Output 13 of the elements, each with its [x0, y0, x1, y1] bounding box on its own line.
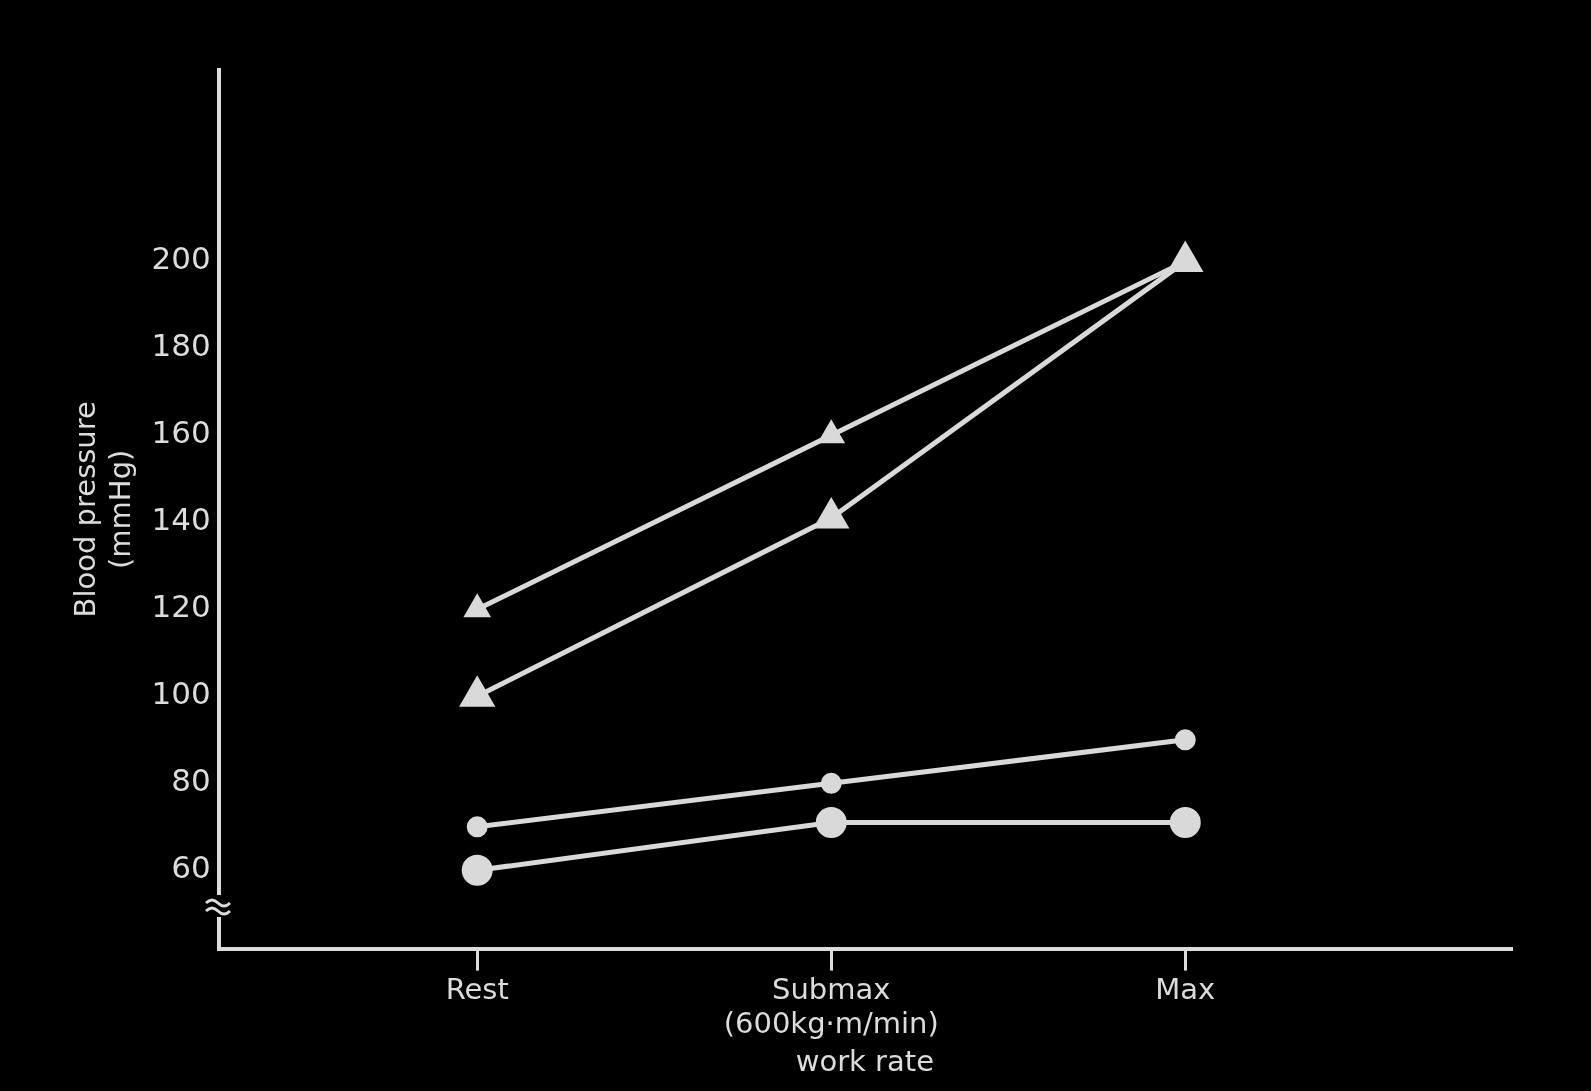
x-tick-label: Submax (600kg·m/min) [723, 971, 939, 1041]
y-tick-label: 200 [151, 240, 211, 277]
y-tick-label: 160 [151, 414, 211, 451]
x-axis-title: work rate [795, 1044, 935, 1079]
y-tick-label: 120 [151, 588, 211, 625]
x-tick-label: Max [1155, 971, 1216, 1006]
y-tick-label: 180 [151, 327, 211, 364]
y-tick-label: 140 [151, 501, 211, 538]
y-tick-label: 100 [151, 675, 211, 712]
y-tick-label: 80 [171, 762, 211, 799]
y-tick-label: 60 [171, 849, 211, 886]
x-tick-label: Rest [445, 971, 509, 1006]
y-axis-title: Blood pressure (mmHg) [67, 401, 137, 618]
